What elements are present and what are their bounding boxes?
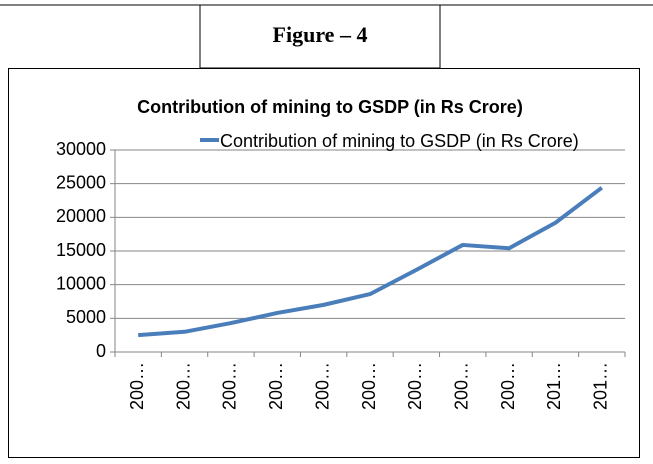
- line-series: [138, 186, 604, 338]
- y-tick-label: 10000: [56, 273, 106, 293]
- x-tick-label: 200…: [266, 362, 286, 410]
- chart-title: Contribution of mining to GSDP (in Rs Cr…: [137, 97, 523, 117]
- legend-label: Contribution of mining to GSDP (in Rs Cr…: [220, 131, 579, 151]
- figure-label: Figure – 4: [273, 22, 368, 47]
- y-tick-label: 5000: [66, 307, 106, 327]
- y-tick-label: 0: [96, 341, 106, 361]
- x-tick-label: 200…: [359, 362, 379, 410]
- chart-border: [8, 68, 640, 458]
- x-tick-label: 200…: [127, 362, 147, 410]
- x-tick-label: 200…: [451, 362, 471, 410]
- y-tick-label: 15000: [56, 240, 106, 260]
- x-tick-label: 200…: [312, 362, 332, 410]
- x-tick-label: 200…: [405, 362, 425, 410]
- y-tick-label: 30000: [56, 139, 106, 159]
- x-tick-label: 200…: [498, 362, 518, 410]
- x-tick-label: 201…: [591, 362, 611, 410]
- y-tick-label: 25000: [56, 172, 106, 192]
- x-tick-label: 200…: [173, 362, 193, 410]
- x-tick-label: 200…: [220, 362, 240, 410]
- y-tick-label: 20000: [56, 206, 106, 226]
- x-tick-label: 201…: [544, 362, 564, 410]
